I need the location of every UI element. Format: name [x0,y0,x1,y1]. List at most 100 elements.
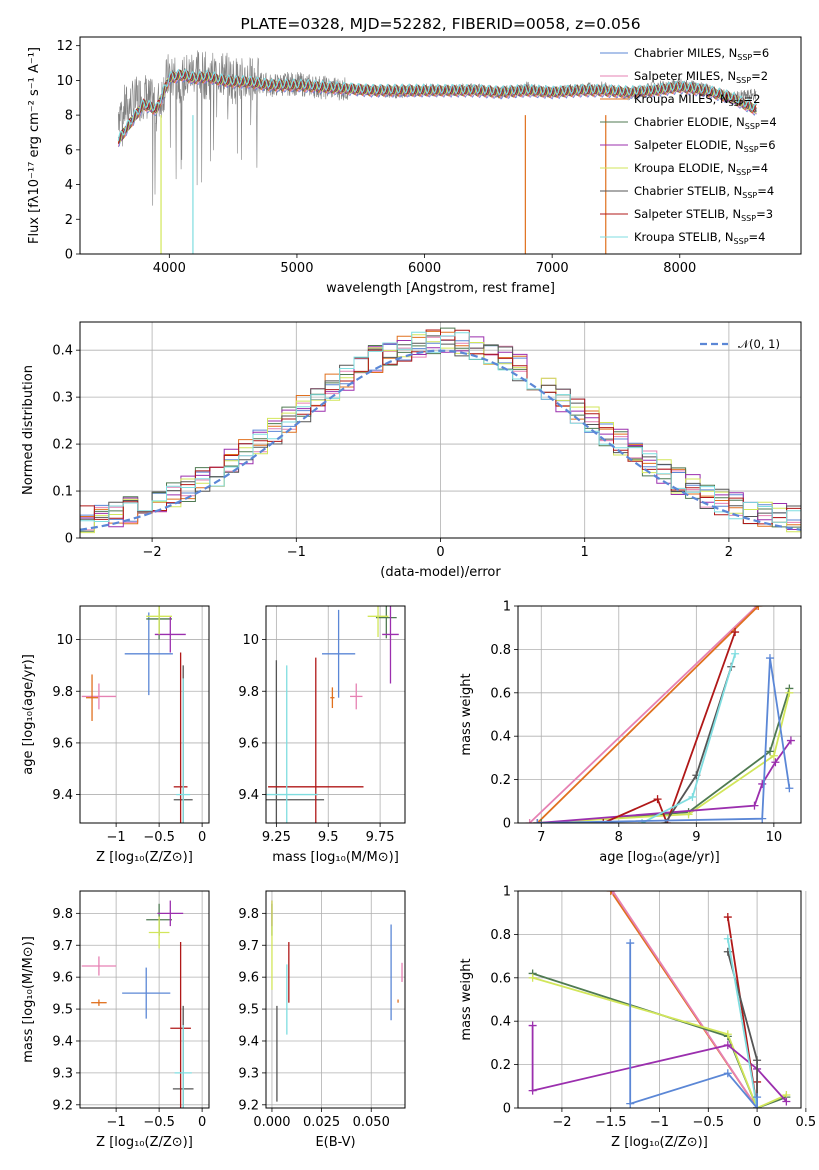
y-tick-label: 0.1 [52,485,73,500]
legend-label: Chabrier ELODIE, N [634,115,745,129]
x-axis-label: wavelength [Angstrom, rest frame] [326,281,555,296]
x-tick-label: 7000 [536,261,569,276]
x-tick-label: 9.5 [318,830,339,845]
x-tick-label: 0 [198,1115,206,1130]
y-tick-label: 9.4 [238,788,259,803]
panel-age_vs_Z: −1 −0.5 0 9.4 9.6 9.8 10 Z [log₁₀(Z/Z⊙)] age [lo… [21,605,210,865]
weight-point-marker [753,1056,762,1065]
x-tick-label: 7 [537,830,545,845]
weight-point-marker [753,1104,762,1108]
legend-sub: SSP [736,168,751,177]
y-tick-label: 10 [242,633,259,648]
weight-point-marker [758,814,767,823]
legend-label: Salpeter ELODIE, N [634,138,744,152]
y-axis-label: age [log₁₀(age/yr)] [21,654,36,775]
weight-point-marker [765,747,774,756]
gaussian-curve [80,349,801,531]
weight-point-marker [599,819,608,823]
weight-point-marker [765,654,774,663]
weight-series-line [537,692,791,823]
legend-entry: Kroupa ELODIE, NSSP=4 [634,161,768,177]
panel-age_vs_mass: 9.25 9.5 9.75 9.4 9.6 9.8 10 mass [log₁₀(M/M⊙)] [238,605,406,865]
legend-label: Kroupa ELODIE, N [634,161,736,175]
weight-point-marker [626,1099,635,1108]
weight-point-marker [723,934,732,943]
plot-area-weight_vs_age [525,606,795,823]
x-tick-label: 0 [198,830,206,845]
legend-suffix: =2 [744,92,761,106]
y-tick-label: 9.6 [52,736,73,751]
weight-point-marker [653,795,662,804]
y-tick-label: 9.8 [238,907,259,922]
legend-entry: Chabrier MILES, NSSP=6 [634,46,769,62]
weight-point-marker [753,1093,762,1102]
legend-suffix: =6 [752,46,769,60]
weight-point-marker [771,758,780,767]
y-axis-label: mass weight [459,958,474,1040]
y-tick-label: 0.8 [490,643,511,658]
weight-series-line [602,631,736,823]
y-tick-label: 9.5 [52,1003,73,1018]
plot-area-spectrum [117,50,757,254]
x-tick-label: 0 [753,1115,761,1130]
model-spectrum-line [117,68,757,141]
x-tick-label: −2 [552,1115,571,1130]
legend-label: Chabrier STELIB, N [634,184,742,198]
y-axis-label: mass [log₁₀(M/M⊙)] [21,936,36,1063]
x-tick-label: 0.000 [253,1115,290,1130]
y-tick-label: 12 [56,39,73,54]
y-tick-label: 0.6 [490,971,511,986]
axes-frame [517,605,802,824]
weight-series-line [726,938,758,1108]
legend-label: Kroupa MILES, N [634,92,729,106]
panel-weight_vs_Z: −2 −1.5 −1 −0.5 0 0.5 0 0.2 0.4 0.6 0.8 1 Z [log₁₀(Z… [459,885,816,1151]
x-axis-label: Z [log₁₀(Z/Z⊙)] [96,1135,193,1150]
y-tick-label: 9.4 [52,1034,73,1049]
legend-sub: SSP [729,99,744,108]
legend-label: Salpeter MILES, N [634,69,736,83]
weight-point-marker [754,606,763,610]
weight-point-marker [731,649,740,658]
weight-point-marker [528,973,537,982]
weight-point-marker [528,1086,537,1095]
y-tick-label: 0.4 [490,1015,511,1030]
panel-mass_vs_ebv: 0.000 0.025 0.050 9.2 9.3 9.4 9.5 9.6 9.7 9.8 E(B-… [238,890,406,1150]
y-tick-label: 9.6 [52,971,73,986]
weight-point-marker [626,939,635,948]
x-tick-label: 9 [692,830,700,845]
plot-area-residuals [80,327,801,534]
y-tick-label: 0.4 [52,344,73,359]
y-tick-label: 0.6 [490,686,511,701]
y-tick-label: 9.7 [52,939,73,954]
x-tick-label: 0.025 [303,1115,340,1130]
x-axis-label: Z [log₁₀(Z/Z⊙)] [96,850,193,865]
y-tick-label: 9.3 [52,1066,73,1081]
plot-area-weight_vs_Z [528,891,791,1108]
legend-suffix: =2 [751,69,768,83]
model-spectrum-line [118,69,757,144]
weight-point-marker [688,792,697,801]
x-tick-label: 9.75 [366,830,395,845]
weight-point-marker [723,913,732,922]
legend-entry: Salpeter MILES, NSSP=2 [634,69,768,85]
y-tick-label: 0.2 [490,1058,511,1073]
y-tick-label: 9.8 [238,685,259,700]
weight-point-marker [723,1069,732,1078]
weight-point-marker [533,819,542,823]
legend-sub: SSP [744,145,759,154]
x-tick-label: 8000 [663,261,696,276]
x-tick-label: −1 [107,1115,126,1130]
plot-area-age_vs_Z [81,606,193,823]
legend-entry: 𝒩(0, 1) [738,337,780,351]
y-tick-label: 0 [65,532,73,547]
axes-frame [265,605,406,824]
x-tick-label: −0.5 [693,1115,725,1130]
y-tick-label: 0.3 [52,391,73,406]
y-tick-label: 2 [65,213,73,228]
plot-area-age_vs_mass [266,606,399,823]
y-axis-label: Normed distribution [21,365,36,495]
x-tick-label: 1 [581,545,589,560]
y-tick-label: 1 [503,885,511,900]
y-tick-label: 9.8 [52,907,73,922]
